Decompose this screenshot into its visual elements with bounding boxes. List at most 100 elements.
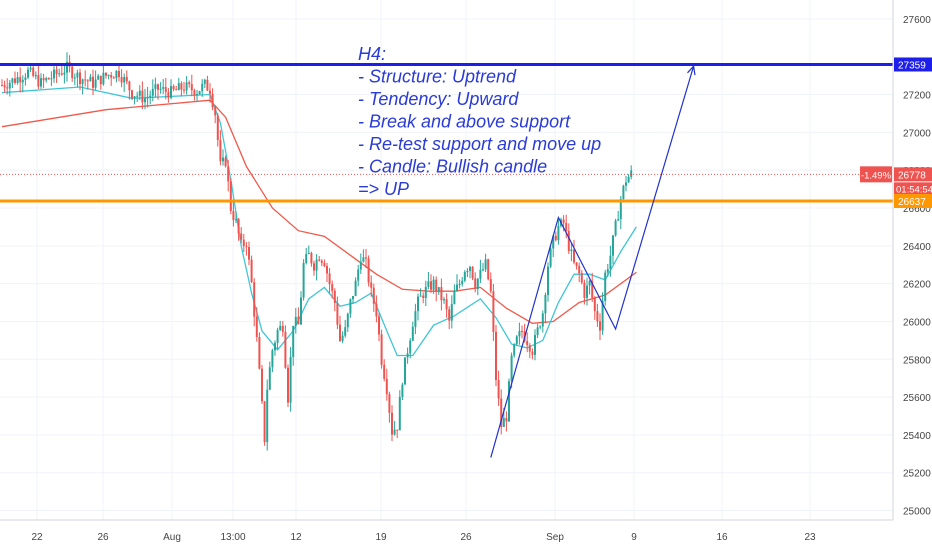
candle-bullish[interactable] (73, 77, 76, 79)
candle-bearish[interactable] (320, 260, 323, 263)
candle-bullish[interactable] (177, 83, 180, 91)
candle-bearish[interactable] (118, 70, 120, 78)
candle-bearish[interactable] (375, 303, 378, 317)
candle-bullish[interactable] (97, 75, 100, 80)
candle-bullish[interactable] (450, 303, 453, 321)
candle-bullish[interactable] (518, 331, 521, 337)
candle-bearish[interactable] (380, 334, 383, 365)
candle-bullish[interactable] (146, 96, 149, 99)
candle-bearish[interactable] (216, 115, 219, 141)
candle-bullish[interactable] (133, 96, 136, 99)
candle-bullish[interactable] (222, 157, 224, 162)
candle-bullish[interactable] (534, 335, 536, 355)
candle-bullish[interactable] (29, 67, 32, 70)
candle-bearish[interactable] (287, 367, 289, 403)
candle-bearish[interactable] (385, 378, 388, 395)
candle-bullish[interactable] (63, 72, 66, 75)
candle-bullish[interactable] (81, 79, 84, 85)
candle-bearish[interactable] (580, 273, 583, 283)
candle-bearish[interactable] (323, 262, 326, 267)
candle-bullish[interactable] (198, 91, 201, 95)
candle-bearish[interactable] (297, 316, 300, 325)
candle-bearish[interactable] (14, 78, 16, 83)
candle-bullish[interactable] (268, 367, 271, 390)
candle-bullish[interactable] (586, 285, 588, 298)
candle-bearish[interactable] (258, 337, 261, 369)
candle-bearish[interactable] (224, 157, 227, 167)
candle-bullish[interactable] (557, 225, 560, 241)
candle-bearish[interactable] (578, 266, 581, 274)
candle-bearish[interactable] (180, 83, 183, 90)
candle-bearish[interactable] (281, 325, 284, 332)
candle-bullish[interactable] (406, 353, 409, 358)
candle-bearish[interactable] (112, 77, 115, 79)
candle-bearish[interactable] (331, 284, 334, 291)
candle-bullish[interactable] (427, 281, 430, 287)
candle-bullish[interactable] (53, 69, 55, 79)
candle-bearish[interactable] (164, 87, 167, 92)
candle-bullish[interactable] (289, 357, 292, 403)
candle-bullish[interactable] (398, 396, 401, 431)
candle-bullish[interactable] (469, 266, 471, 272)
candle-bullish[interactable] (609, 255, 612, 270)
candle-bullish[interactable] (149, 95, 152, 97)
candle-bearish[interactable] (175, 89, 178, 91)
candle-bullish[interactable] (89, 76, 92, 82)
candle-bearish[interactable] (567, 230, 570, 252)
candle-bullish[interactable] (138, 90, 141, 96)
candle-bearish[interactable] (55, 69, 58, 75)
candle-bullish[interactable] (11, 78, 14, 83)
candle-bearish[interactable] (370, 282, 373, 288)
candle-bearish[interactable] (396, 429, 399, 431)
candle-bearish[interactable] (365, 257, 367, 259)
candle-bullish[interactable] (292, 325, 295, 358)
candle-bullish[interactable] (123, 77, 126, 83)
candle-bullish[interactable] (463, 271, 466, 281)
trend-projection-path[interactable] (490, 66, 695, 458)
candle-bullish[interactable] (614, 220, 617, 236)
candle-bearish[interactable] (245, 246, 248, 248)
candle-bearish[interactable] (248, 247, 250, 260)
candle-bearish[interactable] (47, 78, 50, 80)
candle-bearish[interactable] (326, 266, 328, 274)
candle-bullish[interactable] (352, 295, 354, 300)
candle-bullish[interactable] (58, 73, 61, 75)
candle-bullish[interactable] (484, 259, 487, 270)
candle-bearish[interactable] (531, 351, 534, 355)
candle-bearish[interactable] (32, 67, 35, 76)
candle-bullish[interactable] (203, 79, 206, 84)
candle-bearish[interactable] (71, 66, 74, 79)
candle-bearish[interactable] (229, 181, 232, 211)
candle-bearish[interactable] (599, 321, 601, 331)
candle-bearish[interactable] (19, 77, 22, 83)
candle-bullish[interactable] (552, 235, 555, 249)
candle-bearish[interactable] (448, 309, 451, 321)
candle-bearish[interactable] (99, 75, 102, 85)
candle-bearish[interactable] (573, 249, 575, 263)
candle-bearish[interactable] (1, 85, 3, 87)
candle-bullish[interactable] (341, 335, 344, 341)
candle-bullish[interactable] (271, 350, 274, 368)
candle-bullish[interactable] (300, 297, 302, 325)
candle-bearish[interactable] (131, 90, 133, 99)
candle-bullish[interactable] (76, 72, 79, 78)
candle-bullish[interactable] (443, 299, 445, 301)
candle-bearish[interactable] (183, 89, 185, 91)
candle-bullish[interactable] (627, 176, 630, 183)
candle-bearish[interactable] (554, 235, 557, 241)
candle-bearish[interactable] (562, 219, 565, 223)
candle-bearish[interactable] (383, 364, 386, 379)
candle-bullish[interactable] (458, 284, 461, 286)
horizontal-levels[interactable] (0, 62, 893, 203)
candle-bearish[interactable] (489, 279, 492, 292)
candle-bullish[interactable] (349, 299, 352, 314)
candle-bullish[interactable] (115, 70, 118, 79)
candle-bullish[interactable] (625, 182, 627, 186)
candle-bullish[interactable] (510, 355, 513, 382)
candle-bullish[interactable] (344, 327, 347, 336)
candle-bullish[interactable] (94, 79, 97, 88)
candle-bearish[interactable] (110, 75, 113, 78)
candle-bearish[interactable] (240, 233, 243, 240)
candle-bearish[interactable] (209, 90, 211, 94)
candle-bearish[interactable] (583, 282, 586, 298)
